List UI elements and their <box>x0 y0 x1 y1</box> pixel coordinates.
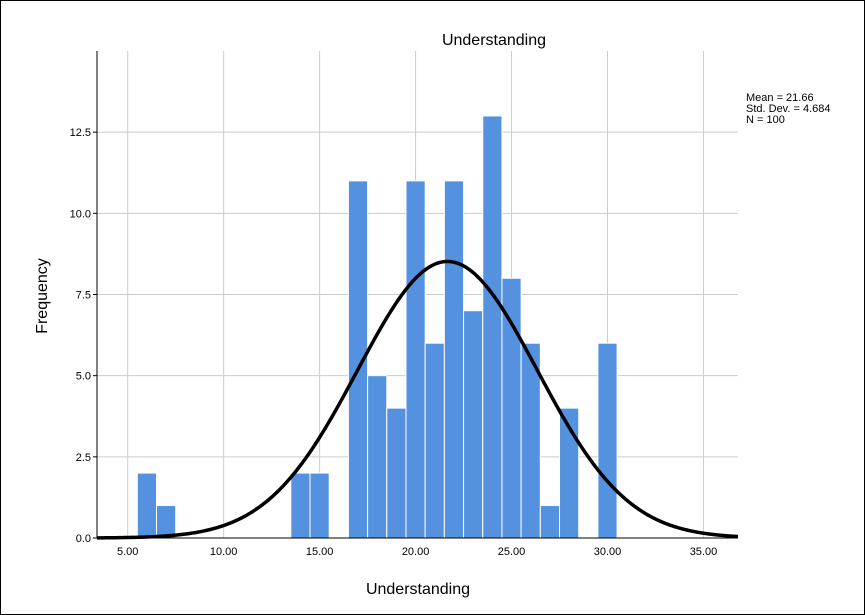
x-tick-label: 25.00 <box>498 546 526 558</box>
histogram-bar <box>424 342 445 539</box>
histogram-bar <box>367 375 388 539</box>
histogram-bar <box>463 310 484 539</box>
histogram-bar <box>136 472 157 539</box>
x-axis-title: Understanding <box>366 581 470 598</box>
x-tick-label: 20.00 <box>402 546 430 558</box>
histogram-bar <box>482 115 503 539</box>
bars-layer <box>136 115 618 539</box>
y-tick-label: 5.0 <box>76 371 91 383</box>
histogram-bar <box>405 180 426 539</box>
stat-mean: Mean = 21.66 <box>746 92 814 104</box>
histogram-bar <box>539 505 561 539</box>
chart-title: Understanding <box>442 32 546 49</box>
histogram-bar <box>443 180 465 539</box>
x-tick-label: 5.00 <box>117 546 138 558</box>
histogram-bar <box>290 472 311 539</box>
y-axis-title: Frequency <box>34 258 51 334</box>
normal-curve <box>96 259 739 540</box>
y-tick-label: 10.0 <box>70 208 91 220</box>
stat-n: N = 100 <box>746 114 785 126</box>
x-tick-label: 30.00 <box>594 546 622 558</box>
histogram-bar <box>155 505 177 539</box>
stats-box: Mean = 21.66 Std. Dev. = 4.684 N = 100 <box>746 92 831 126</box>
histogram-bar <box>386 407 407 539</box>
ticks-layer: 5.00 10.00 15.00 20.00 25.00 30.00 35.00 0.0 2.5… <box>70 127 718 558</box>
x-tick-label: 10.00 <box>210 546 238 558</box>
y-tick-label: 0.0 <box>76 533 91 545</box>
y-tick-label: 2.5 <box>76 452 91 464</box>
x-tick-label: 15.00 <box>306 546 334 558</box>
y-tick-label: 12.5 <box>70 127 91 139</box>
stat-std-dev: Std. Dev. = 4.684 <box>746 103 831 115</box>
x-tick-label: 35.00 <box>690 546 718 558</box>
curve-layer <box>96 259 739 540</box>
histogram-bar <box>597 342 618 539</box>
histogram-bar <box>309 472 330 539</box>
y-tick-label: 7.5 <box>76 290 91 302</box>
histogram-bar <box>501 277 522 539</box>
